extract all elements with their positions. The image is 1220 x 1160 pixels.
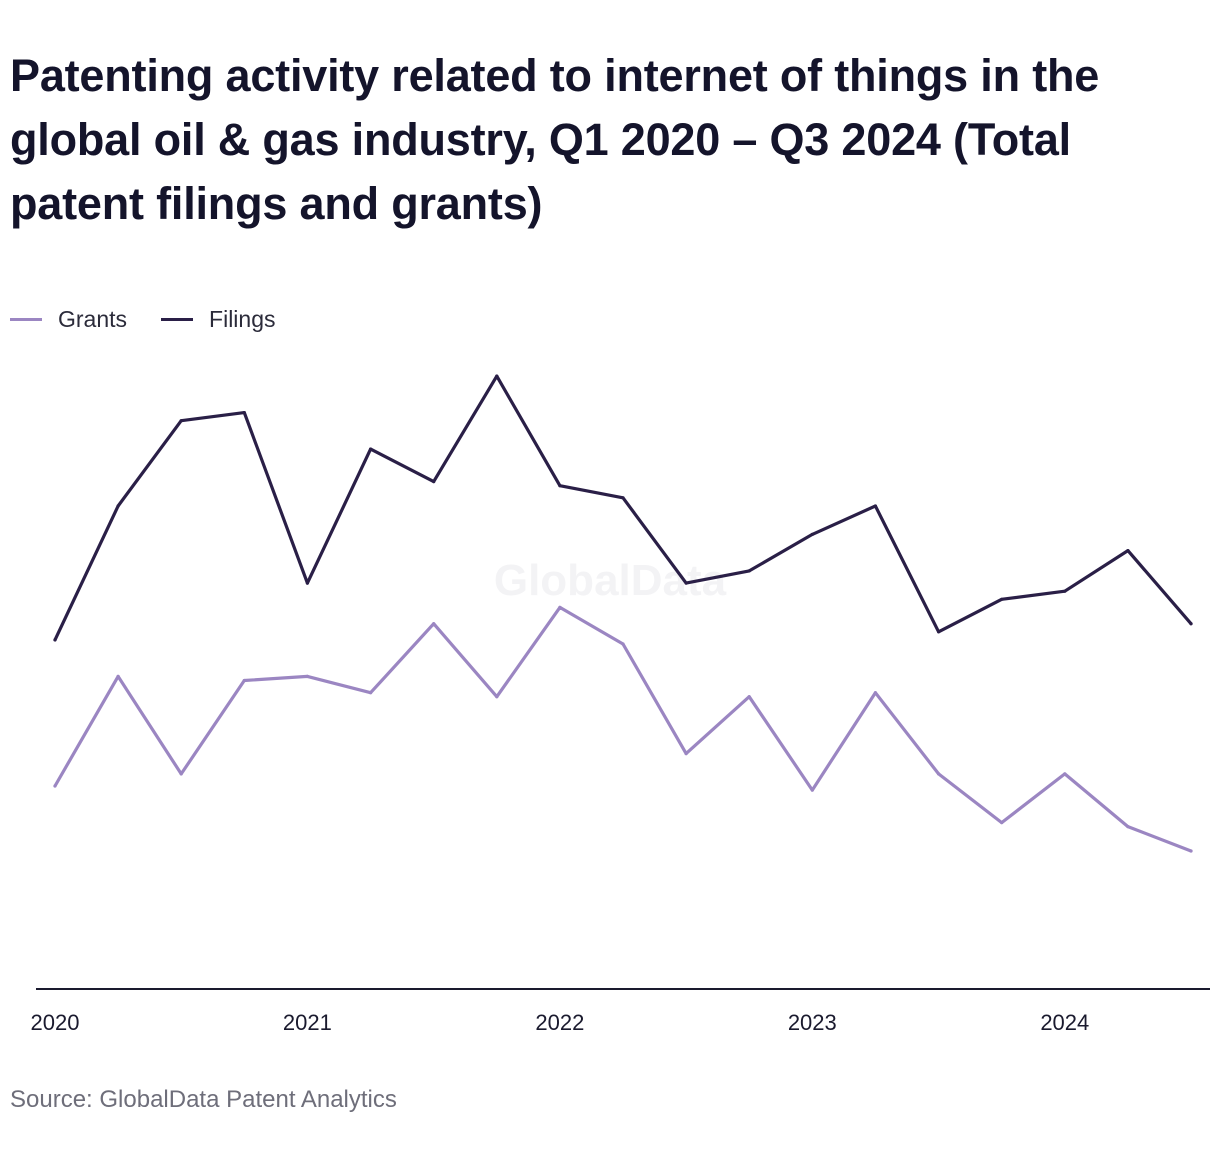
point-grants-6 [432,622,436,626]
legend-item-filings: Filings [161,306,276,333]
point-grants-11 [747,695,751,699]
point-grants-17 [1126,825,1130,829]
point-filings-16 [1063,589,1067,593]
point-grants-15 [1000,821,1004,825]
point-filings-11 [747,569,751,573]
point-grants-16 [1063,772,1067,776]
point-filings-14 [937,630,941,634]
legend-item-grants: Grants [10,306,127,333]
point-grants-18 [1189,849,1193,853]
x-tick-label-2023: 2023 [788,1010,837,1035]
point-filings-2 [179,419,183,423]
point-filings-7 [495,374,499,378]
point-grants-0 [53,784,57,788]
point-filings-3 [242,411,246,415]
legend-swatch-filings [161,318,194,321]
point-filings-8 [558,484,562,488]
point-filings-9 [621,496,625,500]
series-grants [53,605,1193,853]
point-filings-13 [873,504,878,508]
x-tick-label-2021: 2021 [283,1010,332,1035]
point-filings-5 [369,447,373,451]
point-grants-7 [495,695,499,699]
point-grants-10 [684,752,688,756]
watermark: GlobalData [494,556,727,605]
point-grants-1 [116,674,120,679]
point-grants-8 [558,605,562,610]
point-grants-5 [369,691,373,695]
point-grants-3 [242,678,246,683]
point-filings-17 [1126,549,1130,553]
point-filings-0 [53,638,57,642]
series-filings [53,374,1193,642]
x-axis-ticks: 2020 2021 2022 2023 2024 [31,1010,1090,1035]
x-tick-label-2020: 2020 [31,1010,80,1035]
line-chart: GlobalData 2020 2021 2022 2023 2024 [31,374,1210,1035]
point-grants-9 [621,642,625,646]
point-filings-6 [432,480,436,484]
point-filings-12 [810,532,814,537]
point-grants-13 [873,691,878,695]
legend: Grants Filings [10,306,310,333]
chart-title: Patenting activity related to internet o… [10,50,1100,229]
series-layer [53,374,1193,853]
x-tick-label-2022: 2022 [535,1010,584,1035]
legend-label-filings: Filings [209,306,276,332]
point-filings-15 [1000,597,1004,601]
point-grants-12 [810,788,814,792]
point-filings-4 [305,581,309,585]
point-filings-1 [116,504,120,508]
x-tick-label-2024: 2024 [1040,1010,1089,1035]
legend-swatch-grants [10,318,42,321]
legend-label-grants: Grants [58,306,128,332]
point-filings-18 [1189,622,1193,626]
source-note: Source: GlobalData Patent Analytics [10,1086,397,1113]
point-grants-14 [937,772,941,776]
point-grants-2 [179,772,183,776]
point-grants-4 [305,674,309,679]
point-filings-10 [684,581,688,585]
